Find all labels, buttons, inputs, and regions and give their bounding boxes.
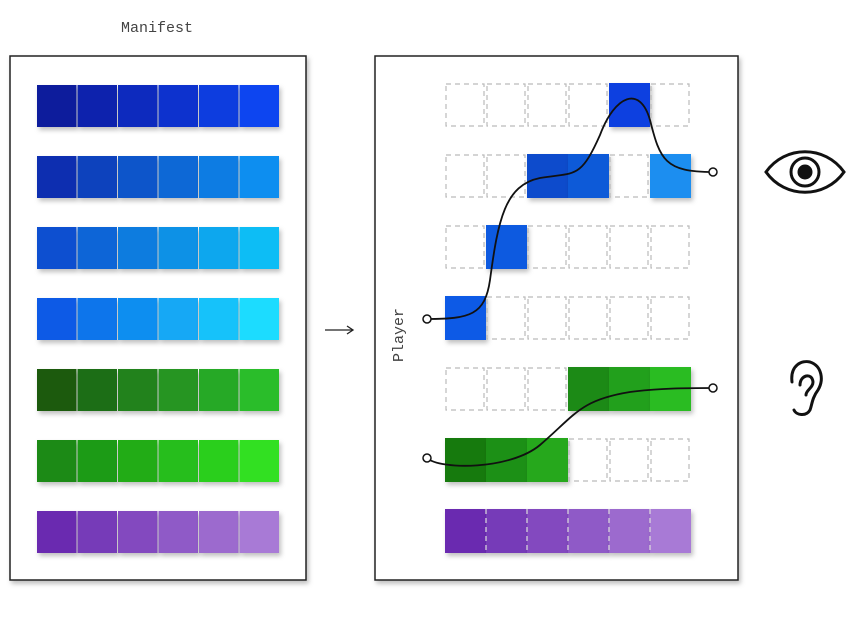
empty-slot: [486, 83, 526, 127]
player-cell: [445, 438, 486, 482]
manifest-cell: [118, 156, 158, 198]
player-cell: [527, 509, 568, 553]
manifest-cell: [239, 511, 279, 553]
manifest-cell: [199, 511, 239, 553]
manifest-cell: [239, 298, 279, 340]
manifest-cell: [199, 156, 239, 198]
empty-slot: [527, 225, 567, 269]
manifest-cell: [239, 440, 279, 482]
manifest-cell: [239, 156, 279, 198]
eye-icon: [764, 150, 846, 194]
manifest-cell: [37, 156, 77, 198]
manifest-cell: [199, 440, 239, 482]
manifest-cell: [158, 369, 198, 411]
empty-slot: [486, 296, 526, 340]
player-cell: [568, 154, 609, 198]
empty-slot: [568, 225, 608, 269]
player-cell: [609, 509, 650, 553]
audio-curve: [426, 387, 714, 467]
player-cell: [486, 509, 527, 553]
empty-slot: [609, 154, 649, 198]
manifest-cell: [239, 85, 279, 127]
manifest-cell: [118, 85, 158, 127]
empty-slot: [445, 367, 485, 411]
manifest-cell: [239, 369, 279, 411]
player-cell: [568, 509, 609, 553]
manifest-cell: [77, 440, 117, 482]
manifest-label: Manifest: [121, 20, 193, 37]
player-cell: [609, 367, 650, 411]
manifest-cell: [158, 227, 198, 269]
player-cell: [650, 154, 691, 198]
empty-slot: [445, 83, 485, 127]
arrow-head: [346, 325, 355, 335]
manifest-cell: [158, 298, 198, 340]
manifest-cell: [199, 85, 239, 127]
manifest-cell: [118, 440, 158, 482]
manifest-cell: [77, 227, 117, 269]
ear-icon: [790, 360, 823, 416]
player-cell: [445, 509, 486, 553]
empty-slot: [568, 296, 608, 340]
empty-slot: [609, 225, 649, 269]
empty-slot: [568, 438, 608, 482]
empty-slot: [527, 367, 567, 411]
player-cell: [650, 509, 691, 553]
empty-slot: [445, 154, 485, 198]
empty-slot: [609, 296, 649, 340]
manifest-cell: [77, 85, 117, 127]
empty-slot: [486, 367, 526, 411]
curve-start: [422, 453, 432, 463]
player-cell: [527, 438, 568, 482]
manifest-cell: [118, 511, 158, 553]
manifest-cell: [77, 298, 117, 340]
empty-slot: [609, 438, 649, 482]
manifest-cell: [77, 156, 117, 198]
manifest-cell: [158, 156, 198, 198]
empty-slot: [650, 296, 690, 340]
player-label: Player: [391, 308, 408, 362]
curve-start: [422, 314, 432, 324]
empty-slot: [527, 296, 567, 340]
manifest-cell: [77, 369, 117, 411]
manifest-cell: [158, 85, 198, 127]
curve-end: [708, 383, 718, 393]
curve-end: [708, 167, 718, 177]
empty-slot: [650, 83, 690, 127]
manifest-cell: [37, 85, 77, 127]
video-curve: [426, 97, 714, 320]
manifest-cell: [118, 298, 158, 340]
player-box: [374, 55, 739, 581]
manifest-cell: [118, 369, 158, 411]
empty-slot: [568, 83, 608, 127]
manifest-cell: [199, 227, 239, 269]
manifest-cell: [37, 511, 77, 553]
empty-slot: [486, 154, 526, 198]
empty-slot: [650, 438, 690, 482]
manifest-cell: [118, 227, 158, 269]
manifest-grid: [37, 85, 279, 553]
manifest-cell: [158, 440, 198, 482]
manifest-cell: [37, 227, 77, 269]
manifest-cell: [77, 511, 117, 553]
manifest-cell: [37, 369, 77, 411]
empty-slot: [445, 225, 485, 269]
empty-slot: [650, 225, 690, 269]
manifest-cell: [199, 369, 239, 411]
manifest-cell: [199, 298, 239, 340]
manifest-cell: [239, 227, 279, 269]
manifest-cell: [37, 440, 77, 482]
manifest-cell: [37, 298, 77, 340]
empty-slot: [527, 83, 567, 127]
manifest-cell: [158, 511, 198, 553]
